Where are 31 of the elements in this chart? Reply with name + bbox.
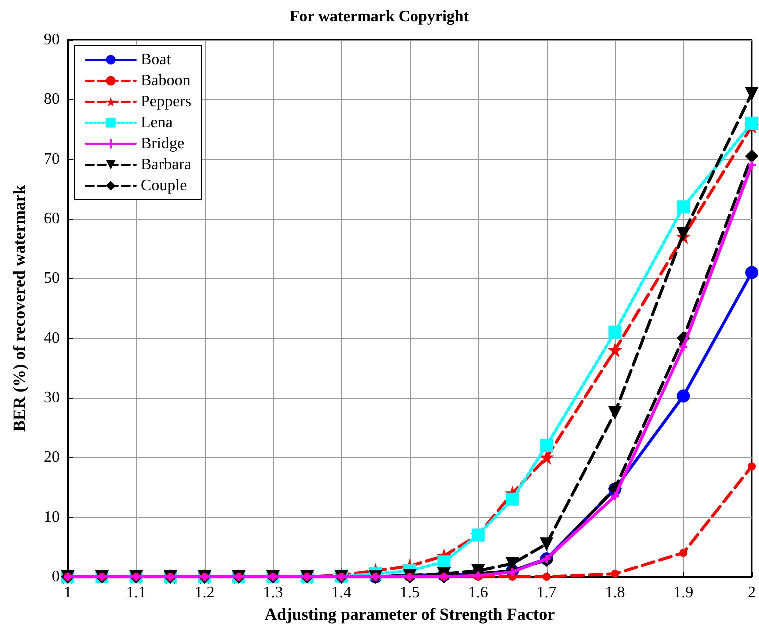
- x-tick-label: 1: [64, 584, 72, 602]
- legend-label: Lena: [141, 114, 173, 132]
- y-axis-title: BER (%) of recovered watermark: [10, 184, 29, 432]
- y-tick-label: 20: [44, 449, 60, 466]
- x-tick-label: 1.9: [674, 584, 694, 602]
- x-tick-label: 1.5: [400, 584, 420, 602]
- legend-label: Bridge: [141, 136, 185, 152]
- y-tick-label: 30: [44, 390, 60, 406]
- chart-title: For watermark Copyright: [290, 8, 470, 26]
- x-tick-label: 1.7: [536, 584, 557, 602]
- x-tick-label: 2: [748, 584, 756, 602]
- legend-label: Couple: [141, 178, 188, 194]
- legend-label: Peppers: [141, 94, 192, 110]
- y-tick-label: 10: [44, 508, 60, 526]
- y-tick-label: 60: [44, 210, 60, 228]
- y-tick-label: 90: [44, 32, 60, 48]
- y-tick-label: 70: [44, 150, 60, 168]
- x-tick-label: 1.4: [332, 584, 352, 602]
- legend-label: Baboon: [141, 72, 191, 90]
- legend-label: Barbara: [141, 156, 192, 174]
- y-tick-label: 80: [44, 91, 60, 108]
- y-tick-label: 40: [44, 330, 60, 347]
- legend-label: Boat: [141, 52, 172, 68]
- y-tick-label: 50: [44, 270, 60, 288]
- x-axis-title: Adjusting parameter of Strength Factor: [264, 604, 556, 624]
- x-tick-label: 1.6: [468, 584, 488, 602]
- x-tick-label: 1.1: [126, 584, 146, 602]
- x-tick-label: 1.8: [605, 584, 626, 602]
- x-tick-label: 1.2: [194, 584, 215, 602]
- x-tick-label: 1.3: [263, 584, 284, 602]
- y-tick-label: 0: [52, 568, 60, 586]
